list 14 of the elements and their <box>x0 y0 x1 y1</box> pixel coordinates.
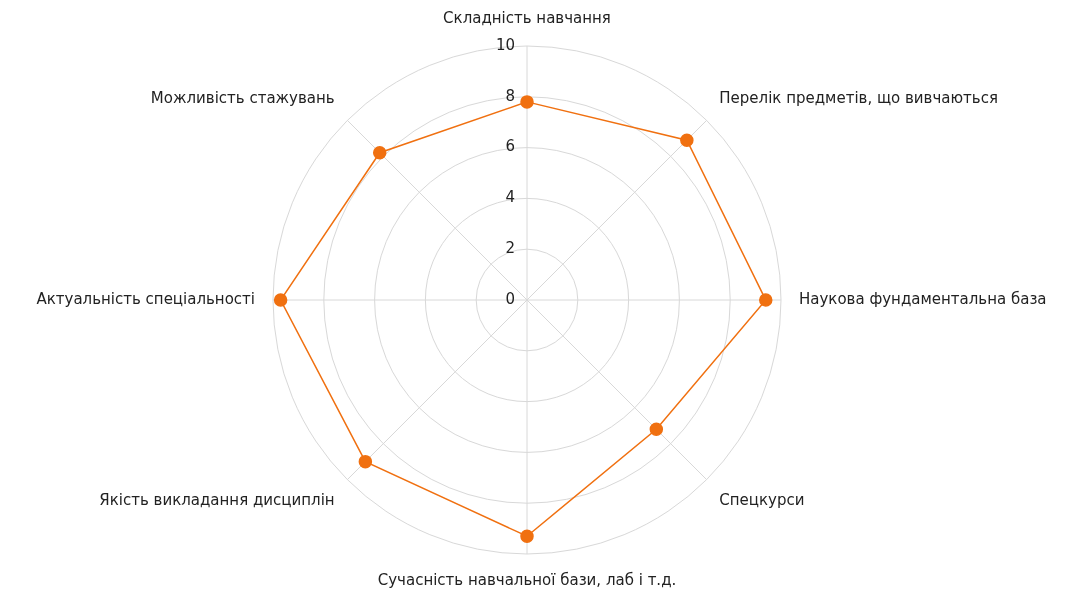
spoke-label: Спецкурси <box>719 491 805 510</box>
y-tick-label: 10 <box>495 35 515 54</box>
spoke-label: Можливість стажувань <box>150 88 335 107</box>
y-tick-label: 4 <box>505 188 515 207</box>
spoke-label: Перелік предметів, що вивчаються <box>719 88 998 107</box>
spoke-label: Якість викладання дисциплін <box>99 491 335 510</box>
spoke-label: Сучасність навчальної бази, лаб і т.д. <box>377 570 677 589</box>
y-tick-label: 2 <box>505 239 515 258</box>
y-tick-label: 8 <box>505 86 515 105</box>
spoke-label: Наукова фундаментальна база <box>799 289 1047 308</box>
y-tick-label: 0 <box>505 289 515 308</box>
spoke-label: Складність навчання <box>443 8 611 27</box>
y-tick-label: 6 <box>505 137 515 156</box>
spoke-label: Актуальність спеціальності <box>36 289 255 308</box>
